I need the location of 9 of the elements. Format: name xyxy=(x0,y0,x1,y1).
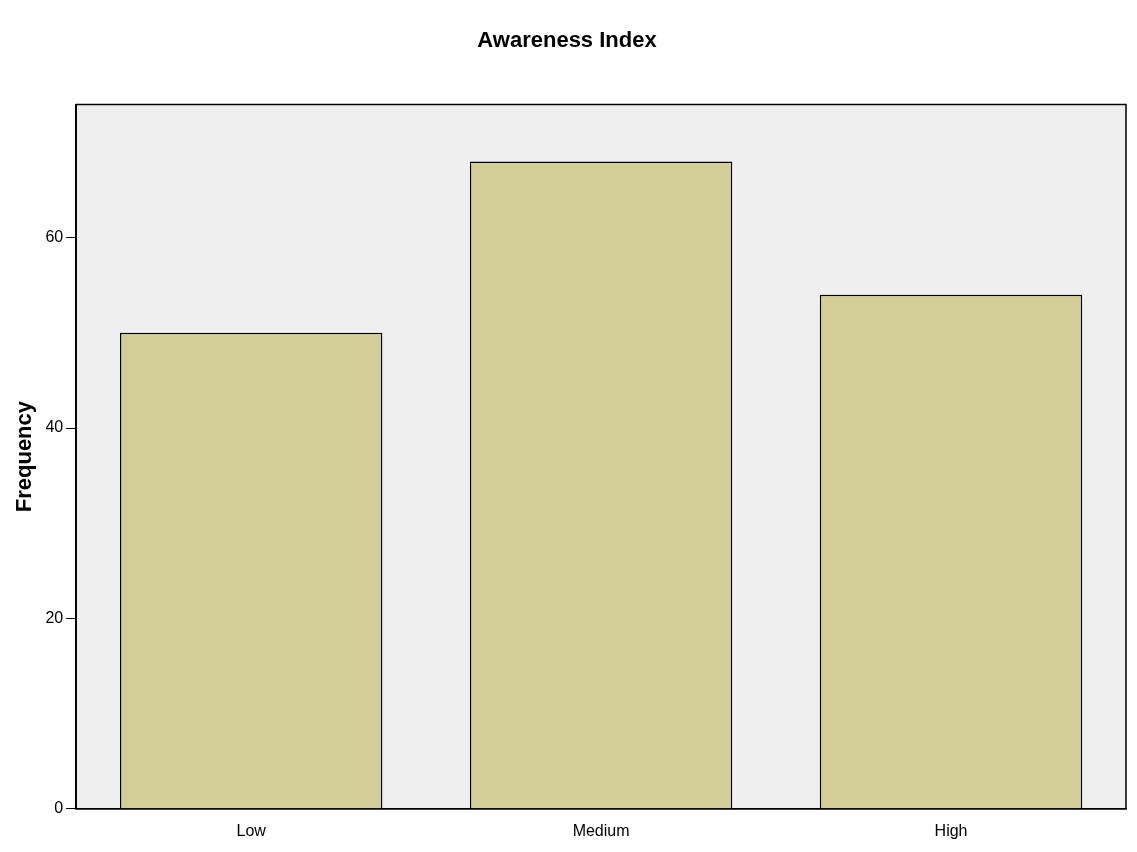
y-tick-label: 40 xyxy=(45,418,64,436)
x-tick-label: High xyxy=(934,821,968,839)
x-tick-label: Low xyxy=(236,821,267,839)
y-tick-label: 20 xyxy=(45,608,64,626)
chart-title: Awareness Index xyxy=(477,27,658,53)
y-tick-label: 0 xyxy=(54,799,64,817)
y-axis-title: Frequency xyxy=(11,400,37,513)
x-tick-label: Medium xyxy=(572,821,630,839)
y-tick-label: 60 xyxy=(45,228,64,246)
